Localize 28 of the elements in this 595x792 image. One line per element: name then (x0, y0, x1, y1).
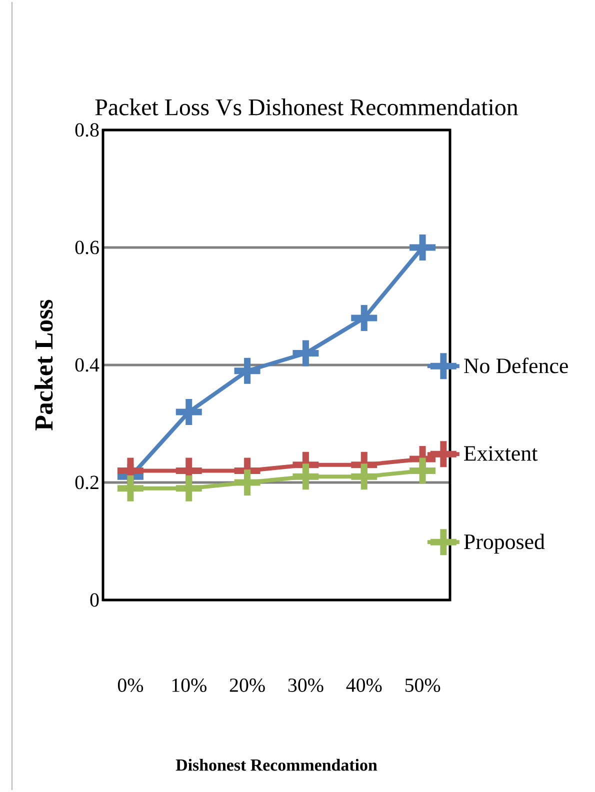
legend-label: Proposed (464, 534, 545, 554)
x-axis-title: Dishonest Recommendation (176, 758, 378, 771)
y-tick-label: 0.8 (75, 123, 99, 137)
x-tick-label: 30% (288, 678, 324, 692)
legend-label: No Defence (464, 358, 568, 374)
legend-label: Exixtent (464, 446, 538, 461)
y-tick-label: 0.6 (75, 240, 99, 254)
y-tick-label: 0 (90, 593, 99, 607)
point (410, 234, 436, 260)
point (410, 458, 436, 484)
x-tick-label: 0% (118, 678, 144, 692)
point (292, 464, 319, 490)
y-tick-label: 0.4 (75, 358, 100, 372)
point (234, 469, 260, 496)
point (176, 398, 202, 425)
y-axis-title: Packet Loss (34, 300, 53, 430)
x-tick-label: 20% (230, 678, 265, 692)
point (117, 475, 144, 502)
x-tick-label: 50% (405, 678, 440, 692)
x-tick-label: 10% (172, 678, 206, 692)
point (292, 340, 319, 366)
point (176, 475, 202, 502)
point (351, 464, 378, 490)
point (234, 358, 260, 384)
y-tick-label: 0.2 (75, 476, 98, 490)
point (351, 305, 378, 331)
chart-title: Packet Loss Vs Dishonest Recommendation (95, 98, 518, 116)
x-tick-label: 40% (346, 678, 382, 692)
